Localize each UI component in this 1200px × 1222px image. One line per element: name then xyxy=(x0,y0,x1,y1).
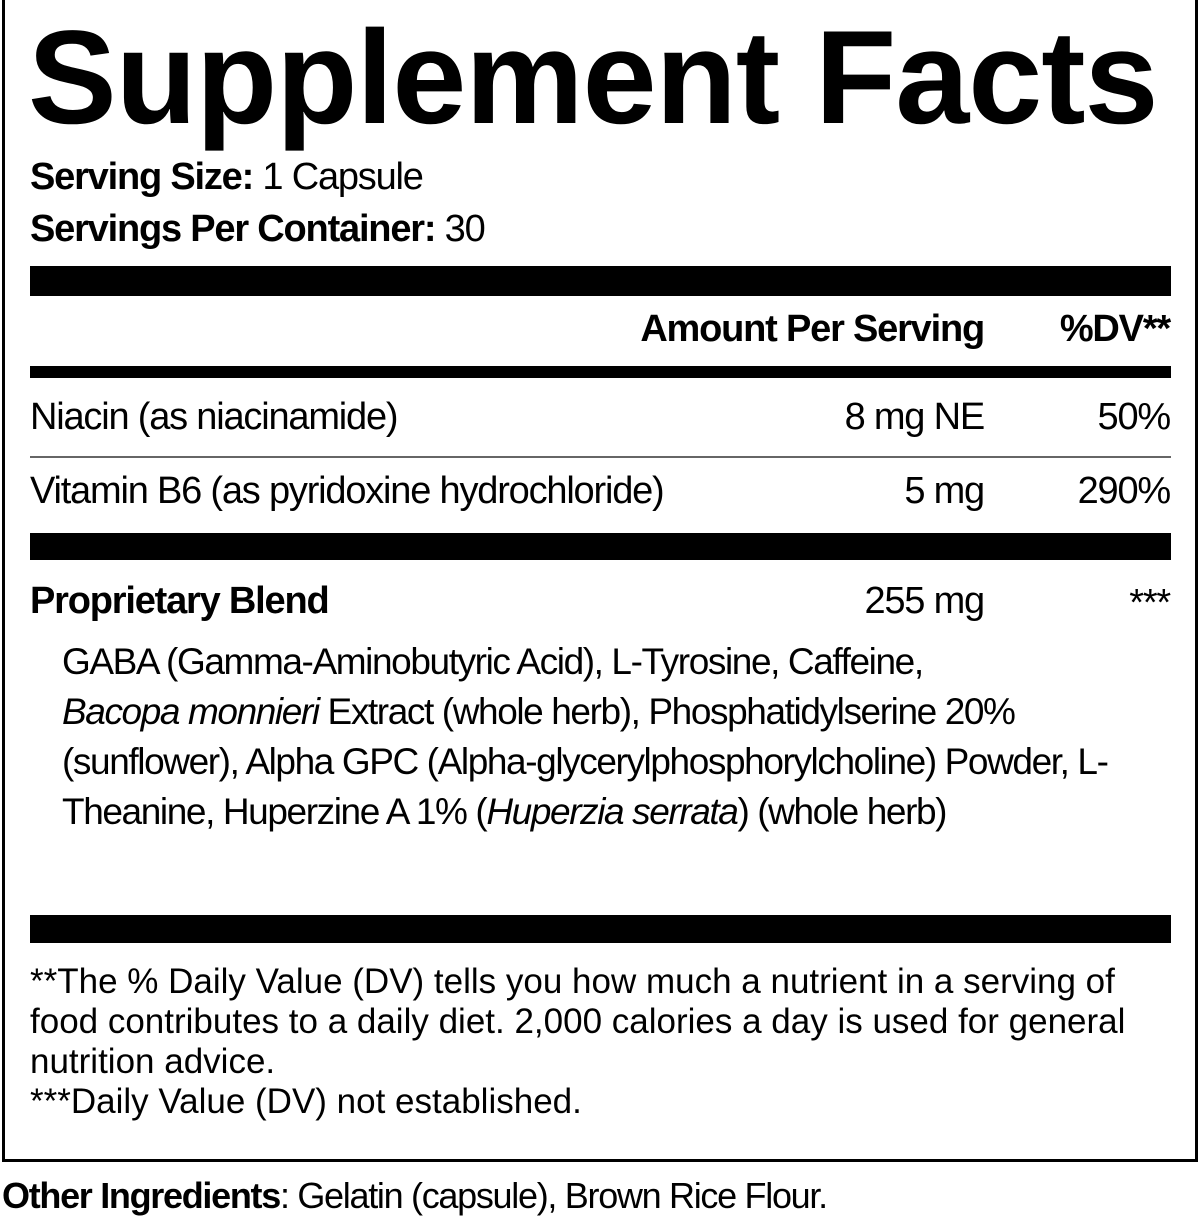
dv-header: %DV** xyxy=(1059,308,1171,350)
blend-amount: 255 mg xyxy=(864,580,985,622)
other-ingredients-value: : Gelatin (capsule), Brown Rice Flour. xyxy=(279,1175,828,1216)
serving-size-value: 1 Capsule xyxy=(262,156,424,198)
nutrient-name: Vitamin B6 (as pyridoxine hydrochloride) xyxy=(30,470,665,512)
dv-footnote: **The % Daily Value (DV) tells you how m… xyxy=(30,962,1126,1081)
servings-per-container: Servings Per Container: 30 xyxy=(30,208,486,251)
nutrient-name: Niacin (as niacinamide) xyxy=(30,396,399,438)
blend-name: Proprietary Blend xyxy=(30,580,330,622)
panel-title: Supplement Facts xyxy=(28,4,1159,152)
thick-divider xyxy=(30,915,1171,943)
serving-size-label: Serving Size: xyxy=(30,156,254,198)
nutrient-dv: 290% xyxy=(1077,470,1172,512)
other-ingredients: Other Ingredients: Gelatin (capsule), Br… xyxy=(2,1175,828,1217)
ingredients-text: Extract (whole herb), Phosphatidylserine… xyxy=(62,691,1109,832)
nutrient-amount: 8 mg NE xyxy=(844,396,986,438)
footnotes: **The % Daily Value (DV) tells you how m… xyxy=(30,962,1180,1122)
supplement-facts-panel xyxy=(2,0,1198,1162)
thick-divider xyxy=(30,266,1171,296)
ingredients-text: GABA (Gamma-Aminobutyric Acid), L-Tyrosi… xyxy=(62,641,924,682)
nutrient-amount: 5 mg xyxy=(904,470,985,512)
blend-dv: *** xyxy=(1129,582,1171,624)
thick-divider xyxy=(30,533,1171,560)
medium-divider xyxy=(30,366,1171,378)
ingredients-italic: Bacopa monnieri xyxy=(62,691,320,732)
other-ingredients-label: Other Ingredients xyxy=(2,1175,281,1216)
ingredients-text: ) (whole herb) xyxy=(737,791,947,832)
servings-per-container-label: Servings Per Container: xyxy=(30,208,437,250)
serving-size: Serving Size: 1 Capsule xyxy=(30,156,424,199)
servings-per-container-value: 30 xyxy=(444,208,486,250)
nutrient-dv: 50% xyxy=(1097,396,1172,438)
ingredients-italic: Huperzia serrata xyxy=(486,791,739,832)
not-established-footnote: ***Daily Value (DV) not established. xyxy=(30,1082,582,1121)
blend-ingredients: GABA (Gamma-Aminobutyric Acid), L-Tyrosi… xyxy=(62,637,1172,837)
amount-per-serving-header: Amount Per Serving xyxy=(640,308,985,350)
row-divider xyxy=(30,456,1171,458)
